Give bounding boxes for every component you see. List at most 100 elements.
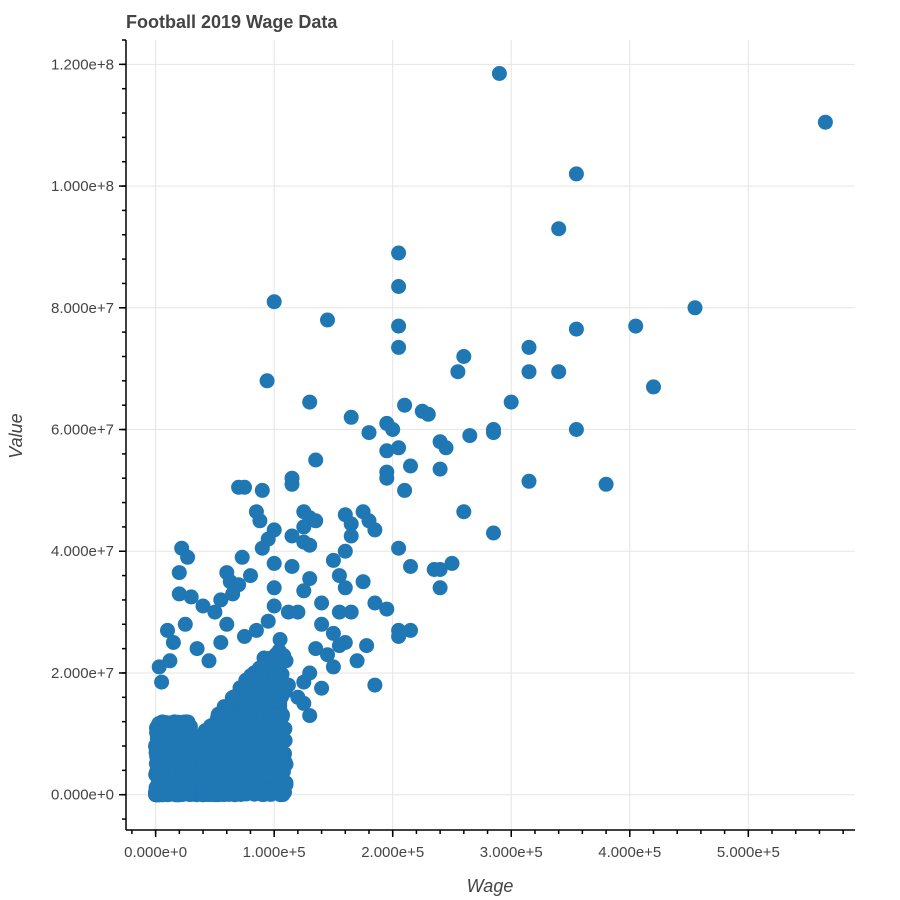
- data-point: [308, 641, 324, 657]
- data-point: [420, 406, 436, 422]
- data-point: [337, 580, 353, 596]
- data-point: [280, 604, 296, 620]
- data-point: [314, 616, 330, 632]
- data-point: [628, 318, 644, 334]
- x-tick-label: 4.000e+5: [598, 844, 661, 861]
- data-point: [280, 677, 296, 693]
- data-point: [235, 712, 251, 728]
- data-point: [226, 689, 242, 705]
- x-tick-label: 1.000e+5: [243, 844, 306, 861]
- data-point: [219, 750, 234, 766]
- data-point: [195, 598, 211, 614]
- data-point: [284, 476, 300, 492]
- data-point: [486, 525, 501, 541]
- data-point: [337, 543, 353, 559]
- data-point: [598, 476, 614, 492]
- data-point: [450, 364, 466, 380]
- data-point: [308, 452, 324, 468]
- data-point: [162, 653, 178, 669]
- data-point: [391, 339, 407, 355]
- y-tick-label: 6.000e+7: [51, 422, 114, 439]
- data-point: [260, 741, 276, 757]
- data-point: [296, 519, 312, 535]
- data-point: [254, 540, 270, 556]
- data-point: [391, 540, 407, 556]
- data-point: [251, 687, 267, 702]
- data-point: [397, 482, 413, 498]
- data-point: [325, 625, 341, 641]
- x-axis-ticks: 0.000e+0 1.000e+5 2.000e+5 3.000e+5 4.000e+5…: [124, 830, 844, 861]
- data-point: [379, 470, 395, 486]
- data-point: [171, 586, 187, 602]
- data-point: [486, 425, 501, 441]
- data-point: [568, 422, 584, 437]
- data-point: [259, 373, 275, 389]
- data-point: [296, 674, 312, 690]
- data-point: [343, 604, 359, 620]
- y-tick-label: 4.000e+7: [51, 543, 114, 560]
- chart-title: Football 2019 Wage Data: [126, 12, 338, 32]
- y-tick-label: 1.000e+8: [51, 178, 114, 195]
- y-tick-label: 1.200e+8: [51, 56, 114, 73]
- data-point: [521, 473, 537, 489]
- data-point: [331, 638, 347, 654]
- data-point: [212, 786, 228, 802]
- data-point: [175, 736, 191, 752]
- x-tick-label: 3.000e+5: [480, 844, 543, 861]
- data-point: [343, 409, 359, 425]
- data-point: [269, 679, 285, 695]
- data-point: [255, 659, 270, 675]
- data-point: [173, 725, 188, 741]
- data-point: [271, 725, 287, 741]
- data-point: [213, 592, 229, 608]
- data-point: [343, 528, 359, 544]
- data-point: [432, 580, 448, 596]
- data-point: [355, 574, 371, 590]
- data-point: [331, 604, 347, 620]
- y-tick-label: 0.000e+0: [51, 787, 114, 804]
- data-point: [551, 364, 567, 380]
- data-point: [234, 549, 250, 565]
- data-point: [253, 670, 269, 686]
- data-point: [302, 537, 318, 553]
- data-point: [403, 622, 418, 638]
- data-point: [254, 482, 270, 498]
- data-point: [331, 568, 347, 584]
- data-point: [314, 595, 330, 611]
- data-point: [308, 513, 324, 529]
- data-point: [503, 394, 519, 410]
- data-point: [403, 458, 418, 474]
- data-point: [154, 674, 170, 690]
- data-point: [201, 653, 217, 669]
- data-point: [199, 751, 215, 767]
- data-point: [266, 598, 282, 614]
- x-tick-label: 0.000e+0: [124, 844, 187, 861]
- data-point: [160, 622, 175, 638]
- data-point: [248, 719, 264, 735]
- data-point: [180, 549, 196, 565]
- data-point: [258, 765, 274, 781]
- data-point: [201, 720, 217, 736]
- data-point: [152, 750, 167, 766]
- data-point: [231, 479, 247, 495]
- data-point: [219, 704, 234, 720]
- data-point: [391, 440, 407, 456]
- data-point: [177, 616, 193, 632]
- data-point: [403, 559, 418, 574]
- data-point: [243, 568, 258, 584]
- data-point: [241, 742, 257, 757]
- data-point: [391, 245, 407, 261]
- data-point: [161, 728, 177, 744]
- data-point: [153, 763, 169, 779]
- data-point: [325, 659, 341, 675]
- data-point: [296, 583, 312, 599]
- data-point: [209, 741, 225, 757]
- data-point: [432, 562, 448, 577]
- data-point: [521, 339, 537, 355]
- data-point: [207, 604, 223, 620]
- data-point: [266, 580, 282, 596]
- data-point: [214, 766, 230, 782]
- data-point: [189, 641, 205, 657]
- data-point: [248, 699, 264, 715]
- data-point: [252, 513, 268, 529]
